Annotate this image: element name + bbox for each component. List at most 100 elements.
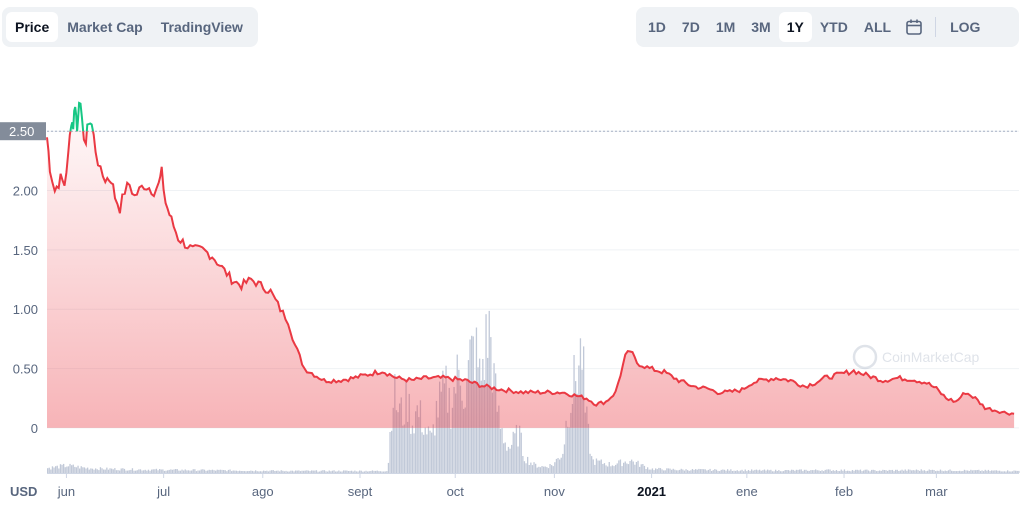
volume-bar [587, 423, 590, 473]
volume-bar [235, 470, 238, 473]
volume-bar [719, 471, 721, 473]
volume-bar [258, 471, 260, 473]
volume-bar [765, 470, 767, 473]
volume-bar [682, 469, 684, 473]
volume-bar [69, 463, 71, 473]
range-all-button[interactable]: ALL [863, 19, 892, 35]
volume-bar [643, 465, 646, 473]
volume-bar [895, 469, 897, 473]
volume-bar [416, 405, 418, 473]
range-ytd-button[interactable]: YTD [819, 19, 848, 35]
watermark-text: CoinMarketCap [882, 349, 979, 365]
volume-bar [984, 469, 986, 473]
volume-bar [703, 469, 705, 473]
volume-bar [919, 470, 921, 473]
volume-bar [927, 470, 929, 473]
volume-bar [269, 470, 271, 473]
volume-bar [602, 464, 604, 473]
volume-bar [834, 470, 836, 473]
volume-bar [431, 432, 433, 473]
x-tick-label: oct [447, 484, 465, 499]
volume-bar [155, 468, 158, 473]
y-tick-label: 1.00 [13, 302, 38, 317]
volume-bar [344, 470, 346, 473]
tab-market-cap[interactable]: Market Cap [67, 19, 143, 35]
volume-bar [141, 470, 143, 473]
range-3m-button[interactable]: 3M [751, 19, 771, 35]
volume-bar [914, 470, 916, 473]
volume-bar [677, 470, 679, 473]
volume-bar [215, 470, 217, 473]
volume-bar [55, 466, 57, 473]
x-tick-label: jul [156, 484, 170, 499]
volume-bar [511, 444, 513, 473]
log-scale-button[interactable]: LOG [950, 19, 981, 35]
volume-bar [656, 469, 658, 473]
volume-bar [443, 383, 446, 473]
volume-bar [525, 463, 527, 473]
volume-bar [698, 468, 700, 473]
volume-bar [877, 470, 879, 473]
volume-bar [298, 470, 300, 473]
volume-bar [576, 393, 578, 473]
volume-bar [143, 470, 145, 473]
tab-tradingview[interactable]: TradingView [160, 19, 243, 35]
volume-bar [371, 470, 374, 473]
volume-bar [131, 468, 134, 473]
range-1m-button[interactable]: 1M [715, 19, 736, 35]
volume-bar [805, 469, 807, 473]
volume-bar [219, 469, 222, 473]
volume-bar [730, 469, 732, 473]
volume-bar [357, 471, 359, 473]
volume-bar [882, 469, 884, 473]
volume-bar [271, 470, 273, 473]
volume-bar [543, 466, 545, 473]
volume-bar [603, 463, 606, 473]
volume-bar [739, 470, 742, 473]
volume-bar [568, 427, 570, 473]
volume-bar [675, 470, 678, 473]
volume-bar [983, 471, 985, 473]
volume-bar [424, 427, 426, 473]
volume-bar [530, 462, 532, 473]
volume-bar [547, 468, 550, 473]
volume-bar [512, 431, 514, 473]
volume-bar [304, 470, 306, 473]
volume-bar [731, 471, 734, 473]
volume-bar [231, 471, 233, 473]
volume-bar [538, 466, 540, 473]
volume-bar [531, 465, 534, 473]
range-1y-button[interactable]: 1Y [778, 12, 812, 42]
volume-bar [184, 469, 186, 473]
calendar-button[interactable] [899, 12, 929, 42]
range-1d-button[interactable]: 1D [648, 19, 666, 35]
volume-bar [648, 469, 650, 473]
volume-bar [351, 470, 353, 473]
volume-bar [51, 466, 54, 473]
volume-bar [773, 471, 775, 473]
x-tick-label: ene [736, 484, 758, 499]
range-7d-button[interactable]: 7D [681, 19, 700, 35]
volume-bar [263, 470, 265, 473]
volume-bar [386, 471, 388, 473]
volume-bar [239, 470, 241, 473]
volume-bar [275, 470, 278, 473]
volume-bar [650, 469, 652, 473]
volume-bar [607, 466, 609, 473]
volume-bar [293, 471, 295, 473]
volume-bar [247, 471, 249, 473]
volume-bar [91, 468, 94, 473]
volume-bar [626, 463, 628, 473]
volume-bar [267, 471, 270, 473]
volume-bar [872, 469, 874, 473]
volume-bar [571, 404, 574, 473]
volume-bar [178, 470, 180, 473]
volume-bar [842, 470, 844, 473]
volume-bar [741, 469, 743, 473]
volume-bar [367, 471, 369, 473]
tab-price[interactable]: Price [6, 12, 59, 42]
volume-bar [725, 470, 727, 473]
volume-bar [552, 466, 554, 473]
volume-bar [962, 471, 964, 473]
volume-bar [506, 450, 508, 473]
